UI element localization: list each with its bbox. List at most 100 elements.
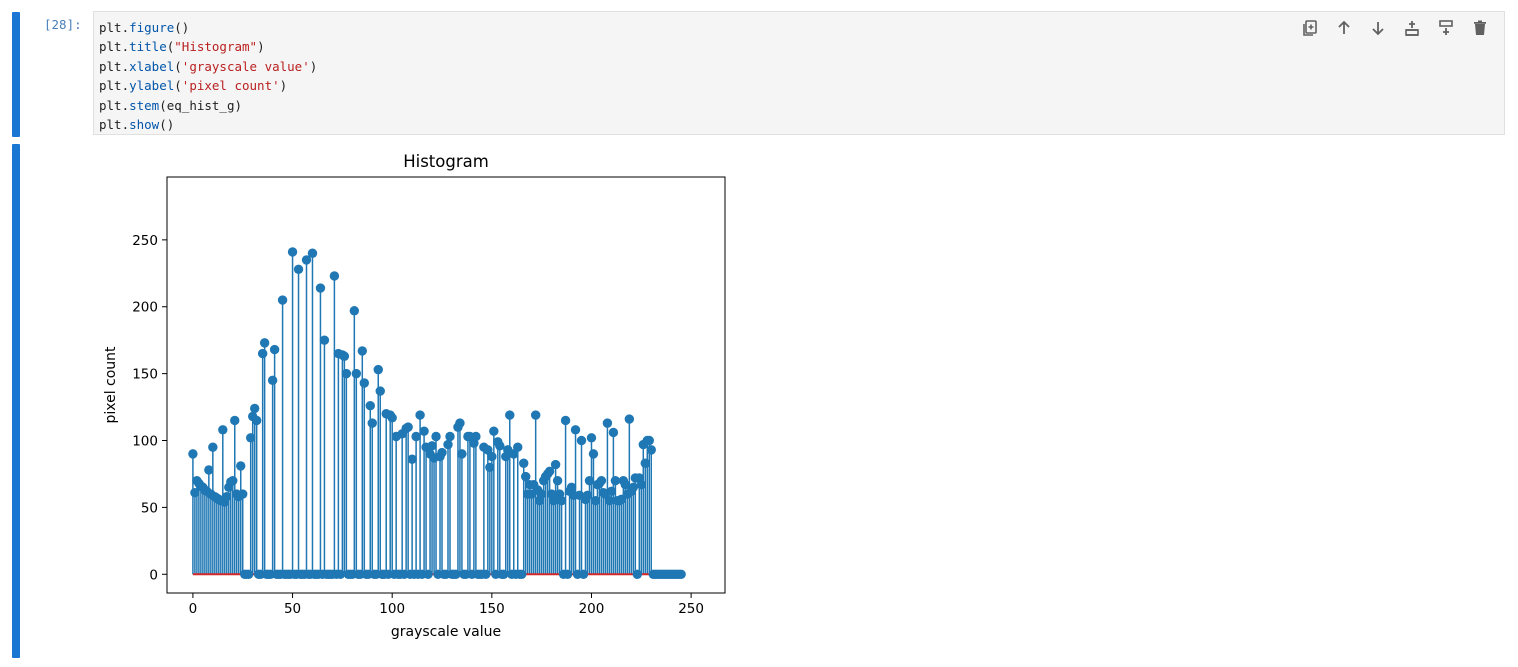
stem-marker [359,378,369,388]
move-down-icon [1372,22,1384,36]
stem-marker [437,447,447,458]
stem-marker [445,431,455,442]
stem-marker [628,482,639,493]
execution-count: [28]: [44,17,82,32]
stem-marker [513,442,523,452]
stem-marker [329,271,340,281]
x-tick-label: 200 [579,601,605,617]
duplicate-button[interactable] [1300,18,1320,38]
stem-marker [495,441,505,451]
stem-marker [431,431,441,442]
stem-marker [367,418,377,428]
stem-marker [556,496,567,506]
stem-marker [455,418,465,428]
stem-marker [457,449,467,459]
stem-marker [415,410,425,420]
x-tick-label: 100 [379,601,405,617]
stem-marker [238,489,248,499]
stem-marker [419,426,429,436]
move-up-button[interactable] [1334,18,1354,38]
stem-marker [616,494,627,505]
y-tick-label: 0 [149,567,158,583]
stem-marker [644,435,654,446]
stem-marker [578,569,589,579]
stem-marker [230,415,240,426]
move-down-button[interactable] [1368,18,1388,38]
stem-marker [566,482,577,493]
stem-marker [596,475,607,486]
stem-marker [608,427,619,438]
stem-marker [676,569,686,579]
code-line: plt.show() [99,117,175,133]
stem-marker [365,401,375,411]
stem-marker [188,449,198,459]
cell-active-indicator[interactable] [12,12,20,137]
stem-marker [208,442,218,452]
stem-marker [489,426,499,436]
stem-marker [259,338,270,348]
stem-marker [640,458,650,468]
stem-marker [582,490,593,501]
stem-marker [576,435,587,446]
stem-marker [517,569,527,579]
output-collapse-indicator[interactable] [12,144,20,658]
stem-marker [552,475,563,486]
move-up-icon [1338,20,1350,34]
stem-marker [481,569,491,579]
stem-marker [204,465,214,475]
x-tick-label: 50 [284,601,301,617]
stem-marker [341,368,352,379]
stem-marker [307,248,318,258]
y-tick-label: 100 [132,434,158,450]
stem-marker [606,486,617,497]
stem-marker [222,491,232,502]
axes-frame [166,176,726,594]
stem-marker [375,386,385,396]
stem-marker [548,496,559,506]
stem-marker [584,475,595,486]
delete-button[interactable] [1470,18,1490,38]
stem-marker [570,425,581,435]
insert-below-button[interactable] [1436,18,1456,38]
stem-marker [246,433,256,443]
stem-marker [485,462,495,472]
stem-marker [505,410,515,420]
stem-marker [636,479,646,490]
stem-marker [423,569,433,579]
x-axis-label: grayscale value [391,624,501,640]
stem-marker [301,255,312,265]
stem-marker [228,475,238,486]
stem-marker [544,466,555,476]
x-tick-label: 150 [479,601,505,617]
insert-below-icon [1439,20,1453,35]
stem-marker [560,415,571,426]
stem-marker [407,454,417,464]
stem-marker [257,348,268,359]
stem-marker [319,335,330,345]
stem-marker [602,418,613,428]
stem-marker [218,425,228,435]
stem-marker [610,475,621,486]
stem-marker [244,569,254,579]
stem-marker [632,569,643,579]
stem-marker [267,375,278,386]
stem-marker [530,410,541,420]
cell-toolbar [1300,18,1490,38]
stem-marker [427,441,437,451]
stem-marker [373,364,383,375]
code-text[interactable]: plt.figure() plt.title("Histogram") plt.xl… [99,18,317,134]
stem-marker [590,496,601,506]
stem-marker [536,489,547,499]
stem-marker [443,439,453,450]
delete-icon [1474,20,1486,35]
stem-marker [620,479,631,490]
y-tick-label: 200 [132,300,158,316]
insert-above-button[interactable] [1402,18,1422,38]
stem-marker [487,451,497,462]
code-editor[interactable]: plt.figure() plt.title("Histogram") plt.xl… [93,11,1505,135]
stem-marker [646,445,656,455]
stem-marker [586,433,597,443]
stem-marker [349,306,360,316]
stem-marker [471,431,481,442]
stem-marker [588,449,599,459]
